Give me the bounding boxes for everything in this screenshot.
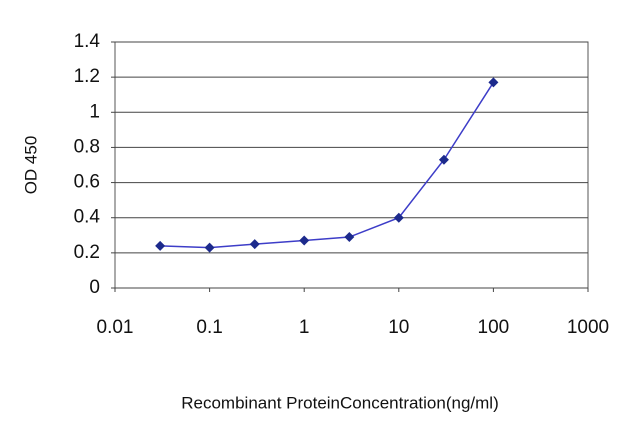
y-tick-label: 1.4 <box>74 31 101 52</box>
data-point <box>393 212 404 223</box>
y-axis-title: OD 450 <box>21 136 40 195</box>
data-point <box>155 240 166 251</box>
x-tick-label: 1 <box>299 317 310 338</box>
data-point <box>249 239 260 250</box>
x-tick-label: 100 <box>478 317 510 338</box>
data-point <box>344 232 355 243</box>
x-tick-label: 10 <box>388 317 409 338</box>
x-tick-label: 0.01 <box>97 317 134 338</box>
x-tick-label: 1000 <box>567 317 609 338</box>
y-tick-label: 0.4 <box>74 207 101 228</box>
y-tick-label: 0 <box>89 277 100 298</box>
y-tick-label: 0.8 <box>74 136 100 157</box>
plot-area <box>114 41 589 289</box>
data-point <box>438 154 449 165</box>
x-tick-label: 0.1 <box>196 317 222 338</box>
data-point <box>204 242 215 253</box>
x-axis-title: Recombinant ProteinConcentration(ng/ml) <box>181 393 499 412</box>
y-tick-label: 0.6 <box>74 172 100 193</box>
y-tick-label: 1.2 <box>74 66 100 87</box>
y-tick-label: 1 <box>89 101 100 122</box>
data-line <box>160 82 495 249</box>
y-tick-label: 0.2 <box>74 242 100 263</box>
data-point <box>488 77 499 88</box>
data-point <box>299 235 310 246</box>
